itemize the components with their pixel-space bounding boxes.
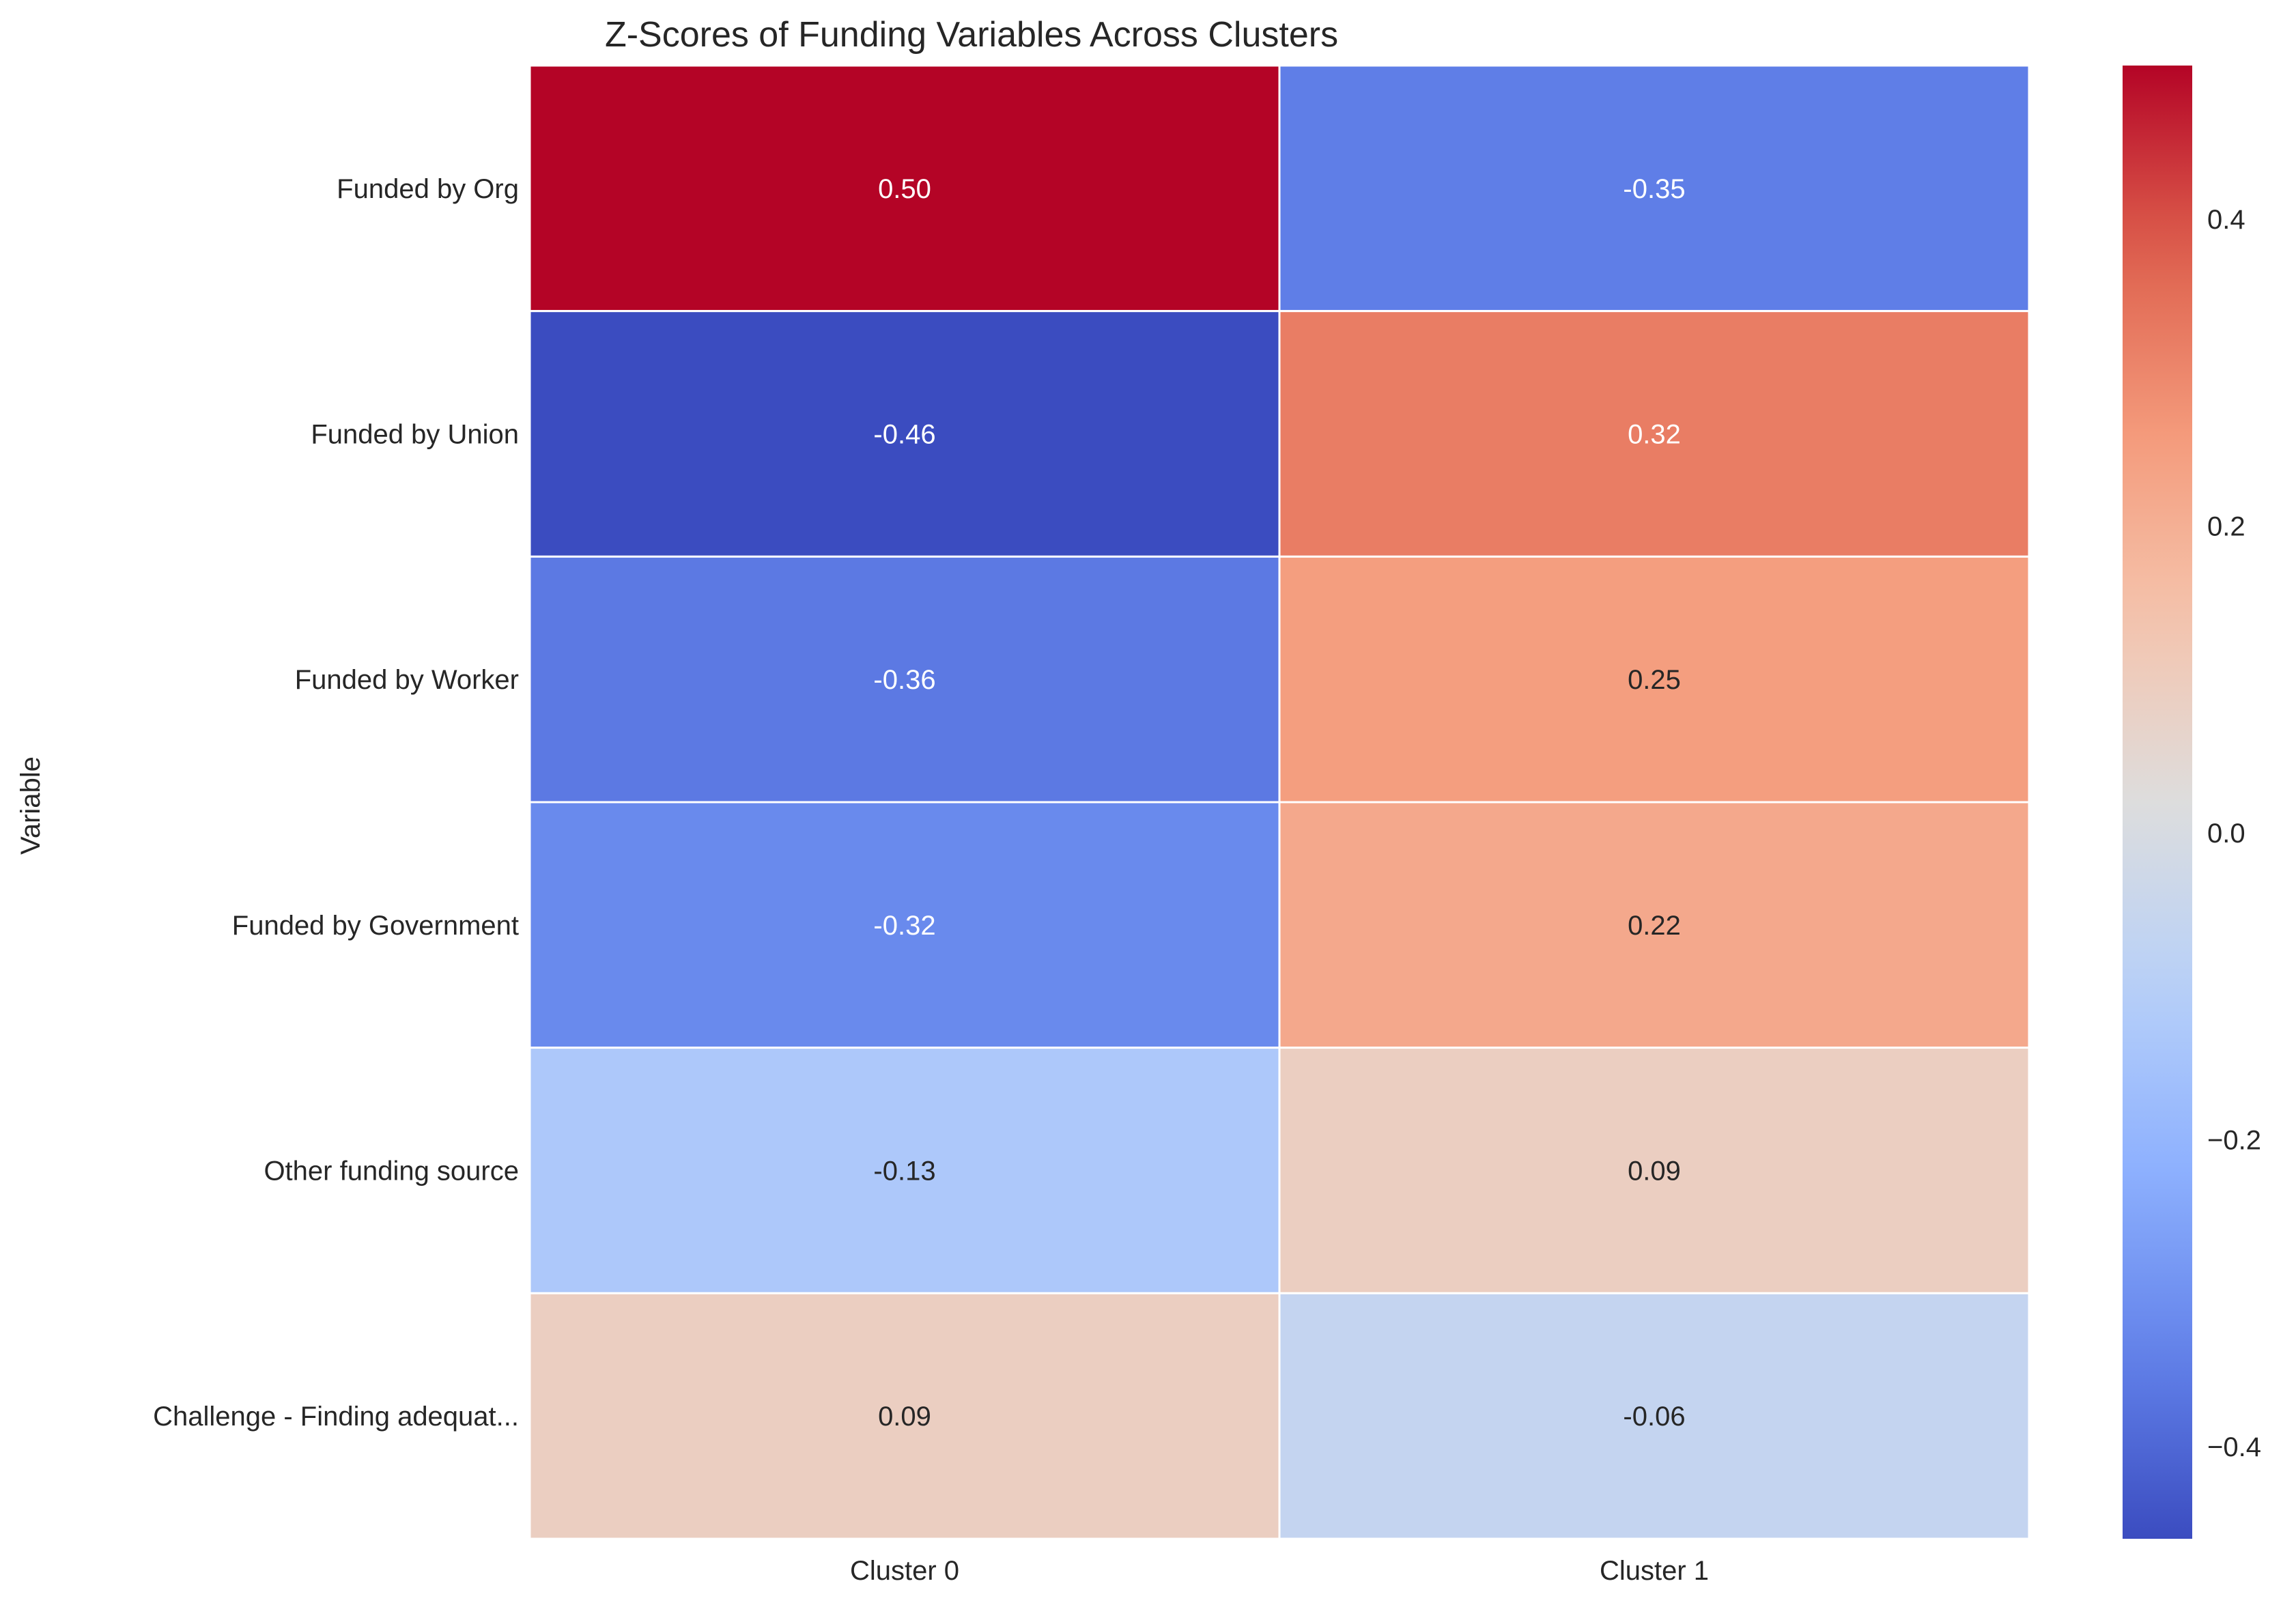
cell-value-label: -0.32 (873, 911, 935, 941)
cell-value-label: -0.46 (873, 420, 935, 450)
row-tick-labels: Funded by Org Funded by Union Funded by Wo… (153, 174, 519, 1432)
cell-value-label: 0.25 (1628, 665, 1681, 695)
heatmap-cell (528, 555, 1281, 804)
row-tick-label: Other funding source (264, 1156, 519, 1187)
cell-value-label: -0.36 (873, 665, 935, 695)
colorbar-tick-label: 0.2 (2207, 511, 2245, 541)
colorbar-tick-label: 0.4 (2207, 205, 2245, 235)
y-axis-label: Variable (16, 756, 46, 855)
cell-value-label: 0.50 (878, 174, 931, 204)
cell-value-label: -0.13 (873, 1156, 935, 1187)
heatmap-cell (1278, 801, 2030, 1049)
column-tick-label: Cluster 1 (1600, 1556, 1709, 1586)
row-tick-label: Funded by Org (337, 174, 519, 204)
heatmap-cell (1278, 555, 2030, 804)
cell-value-label: -0.35 (1623, 174, 1685, 204)
colorbar-tick-label: −0.4 (2207, 1432, 2261, 1462)
heatmap-cell (528, 801, 1281, 1049)
chart-title: Z-Scores of Funding Variables Across Clu… (605, 15, 1338, 55)
column-tick-label: Cluster 0 (850, 1556, 959, 1586)
colorbar: 0.4 0.2 0.0 −0.2 −0.4 (2123, 66, 2261, 1539)
cell-value-label: -0.06 (1623, 1402, 1685, 1432)
cell-value-label: 0.32 (1628, 420, 1681, 450)
heatmap-cell (1278, 1292, 2030, 1540)
heatmap-cell (528, 64, 1281, 313)
heatmap-cell (1278, 310, 2030, 558)
row-tick-label: Funded by Government (232, 911, 519, 941)
cell-value-label: 0.09 (878, 1402, 931, 1432)
cell-value-label: 0.09 (1628, 1156, 1681, 1187)
column-tick-labels: Cluster 0 Cluster 1 (850, 1556, 1709, 1586)
heatmap-cell (528, 310, 1281, 558)
row-tick-label: Funded by Worker (295, 665, 519, 695)
row-tick-label: Funded by Union (311, 420, 519, 450)
heatmap-cell (1278, 64, 2030, 313)
colorbar-gradient (2123, 66, 2192, 1539)
heatmap-cell (1278, 1047, 2030, 1294)
cell-value-label: 0.22 (1628, 911, 1681, 941)
row-tick-label: Challenge - Finding adequat... (153, 1402, 519, 1432)
heatmap-cells: 0.50 -0.35 -0.46 0.32 -0.36 0.25 -0.32 0.22 -0.1… (528, 64, 2030, 1540)
colorbar-tick-label: 0.0 (2207, 819, 2245, 849)
colorbar-tick-label: −0.2 (2207, 1126, 2261, 1156)
